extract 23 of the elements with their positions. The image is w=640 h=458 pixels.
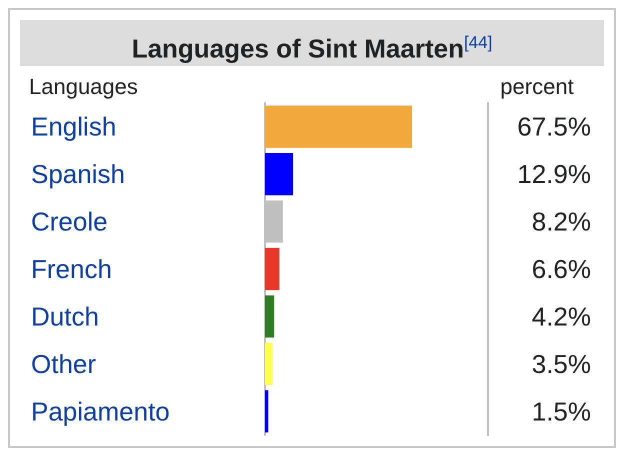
y-tick-label: English bbox=[31, 112, 116, 142]
y-tick-label: Papiamento bbox=[31, 396, 170, 426]
y-tick-label: Other bbox=[31, 348, 96, 379]
x-axis-title: percent bbox=[499, 74, 575, 100]
y-axis-title: Languages bbox=[29, 74, 138, 100]
data-label: 4.2% bbox=[532, 301, 591, 332]
bar bbox=[265, 390, 268, 432]
y-tick-label: Dutch bbox=[31, 301, 99, 332]
bar bbox=[265, 106, 412, 148]
y-tick-label: French bbox=[31, 254, 112, 284]
bar bbox=[265, 295, 274, 338]
bar bbox=[265, 342, 273, 385]
data-label: 3.5% bbox=[532, 348, 591, 379]
data-label: 8.2% bbox=[532, 206, 591, 237]
data-label: 12.9% bbox=[517, 159, 591, 190]
chart-title: Languages of Sint Maarten$^{[44]}$ bbox=[20, 20, 604, 66]
bar bbox=[265, 248, 280, 290]
bar bbox=[265, 153, 294, 196]
data-label: 67.5% bbox=[517, 112, 591, 142]
y-tick-label: Spanish bbox=[31, 159, 125, 190]
y-tick-label: Creole bbox=[31, 206, 108, 237]
data-label: 1.5% bbox=[532, 396, 591, 426]
data-label: 6.6% bbox=[532, 254, 591, 284]
